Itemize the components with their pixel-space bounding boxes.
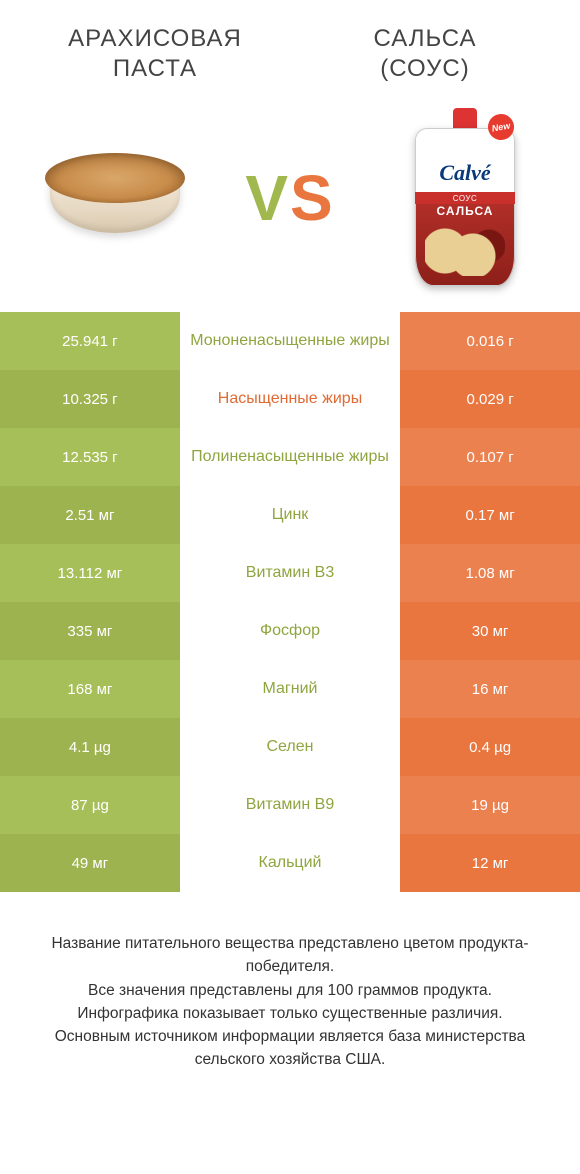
right-value: 16 мг [400,660,580,718]
nutrient-name: Полиненасыщенные жиры [180,428,400,486]
nutrient-name: Цинк [180,486,400,544]
salsa-pouch-icon: Calvé СОУС САЛЬСА New [410,108,520,288]
right-value: 0.016 г [400,312,580,370]
table-row: 2.51 мгЦинк0.17 мг [0,486,580,544]
right-value: 0.107 г [400,428,580,486]
nutrient-name: Селен [180,718,400,776]
vs-s: S [290,162,335,234]
salsa-name: САЛЬСА [415,204,515,218]
right-value: 12 мг [400,834,580,892]
left-value: 49 мг [0,834,180,892]
footer-notes: Название питательного вещества представл… [0,892,580,1072]
vs-label: VS [245,161,334,235]
header: АРАХИСОВАЯПАСТА САЛЬСА(СОУС) [0,0,580,92]
nutrient-name: Мононенасыщенные жиры [180,312,400,370]
nutrient-name: Фосфор [180,602,400,660]
right-value: 0.4 µg [400,718,580,776]
table-row: 335 мгФосфор30 мг [0,602,580,660]
right-value: 0.17 мг [400,486,580,544]
left-value: 2.51 мг [0,486,180,544]
footer-line: Название питательного вещества представл… [51,935,528,975]
comparison-table: 25.941 гМононенасыщенные жиры0.016 г10.3… [0,312,580,892]
salsa-ribbon: СОУС [415,192,515,204]
title-left: АРАХИСОВАЯПАСТА [20,24,290,84]
table-row: 13.112 мгВитамин B31.08 мг [0,544,580,602]
left-value: 10.325 г [0,370,180,428]
nutrient-name: Магний [180,660,400,718]
salsa-brand: Calvé [415,160,515,186]
right-value: 0.029 г [400,370,580,428]
product-left-image [40,123,190,273]
nutrient-name: Витамин B3 [180,544,400,602]
peanut-butter-bowl-icon [45,153,185,243]
left-value: 87 µg [0,776,180,834]
footer-line: Основным источником информации является … [55,1028,526,1068]
footer-line: Инфографика показывает только существенн… [77,1005,502,1022]
table-row: 10.325 гНасыщенные жиры0.029 г [0,370,580,428]
table-row: 49 мгКальций12 мг [0,834,580,892]
table-row: 12.535 гПолиненасыщенные жиры0.107 г [0,428,580,486]
vs-v: V [245,162,290,234]
right-value: 19 µg [400,776,580,834]
left-value: 168 мг [0,660,180,718]
title-right: САЛЬСА(СОУС) [290,24,560,84]
table-row: 168 мгМагний16 мг [0,660,580,718]
nutrient-name: Кальций [180,834,400,892]
left-value: 4.1 µg [0,718,180,776]
right-value: 1.08 мг [400,544,580,602]
right-value: 30 мг [400,602,580,660]
product-right-image: Calvé СОУС САЛЬСА New [390,123,540,273]
table-row: 4.1 µgСелен0.4 µg [0,718,580,776]
footer-line: Все значения представлены для 100 граммо… [88,982,492,999]
nutrient-name: Витамин B9 [180,776,400,834]
table-row: 25.941 гМононенасыщенные жиры0.016 г [0,312,580,370]
left-value: 13.112 мг [0,544,180,602]
left-value: 335 мг [0,602,180,660]
table-row: 87 µgВитамин B919 µg [0,776,580,834]
nutrient-name: Насыщенные жиры [180,370,400,428]
hero-row: VS Calvé СОУС САЛЬСА New [0,92,580,312]
left-value: 25.941 г [0,312,180,370]
left-value: 12.535 г [0,428,180,486]
